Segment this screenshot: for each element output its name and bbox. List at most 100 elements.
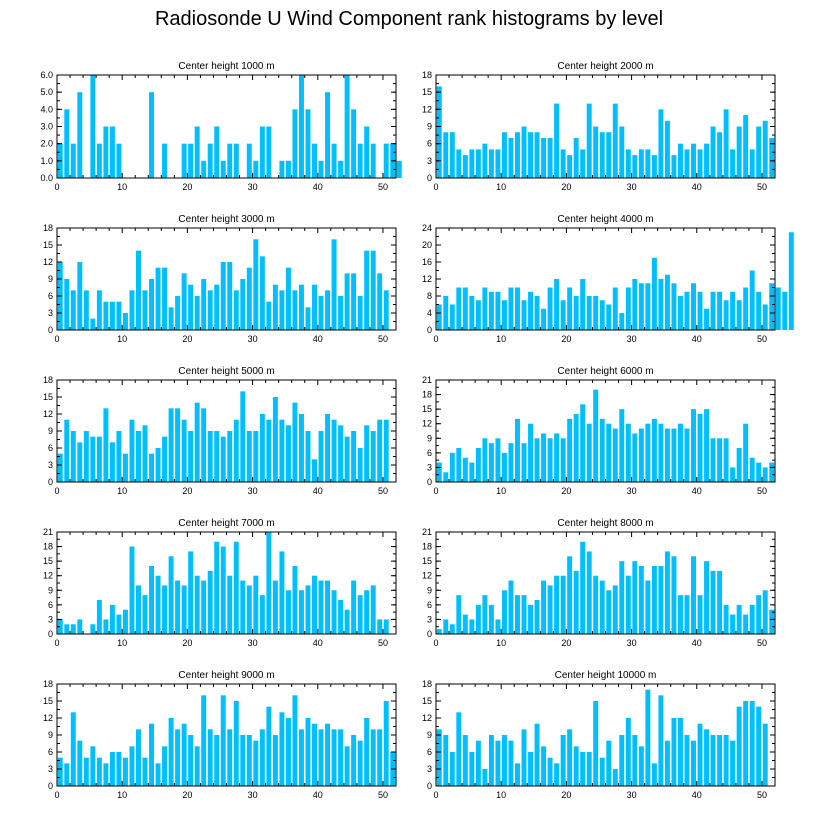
histogram-bar: [90, 746, 96, 786]
x-tick-label: 50: [757, 638, 767, 648]
histogram-bar: [501, 590, 507, 634]
histogram-bar: [142, 595, 148, 634]
histogram-bar: [756, 706, 762, 786]
y-tick-label: 0: [48, 477, 53, 487]
histogram-bar: [521, 595, 527, 634]
histogram-bar: [671, 155, 677, 178]
y-tick-label: 0.0: [40, 173, 53, 183]
histogram-bar: [325, 580, 331, 634]
y-tick-label: 3: [427, 614, 432, 624]
histogram-bar: [338, 296, 344, 330]
histogram-bar: [155, 448, 161, 482]
y-tick-label: 12: [43, 409, 53, 419]
histogram-bar: [560, 149, 566, 178]
histogram-bar: [338, 600, 344, 634]
histogram-bar: [220, 160, 226, 178]
histogram-bar: [710, 735, 716, 786]
y-tick-label: 3: [48, 764, 53, 774]
histogram-bar: [586, 296, 592, 330]
histogram-bar: [233, 290, 239, 330]
histogram-bar: [57, 757, 63, 786]
histogram-bar: [717, 438, 723, 482]
histogram-bar: [645, 283, 651, 330]
main-title: Radiosonde U Wind Component rank histogr…: [154, 8, 664, 30]
histogram-bar: [436, 304, 442, 330]
histogram-bar: [64, 763, 70, 786]
x-tick-label: 30: [248, 638, 258, 648]
histogram-bar: [632, 155, 638, 178]
y-tick-label: 15: [43, 696, 53, 706]
histogram-bar: [70, 624, 76, 634]
histogram-bar: [749, 457, 755, 482]
histogram-bar: [188, 284, 194, 330]
histogram-bar: [462, 614, 468, 634]
histogram-bar: [240, 735, 246, 786]
histogram-bar: [188, 431, 194, 482]
histogram-bar: [664, 120, 670, 178]
histogram-bar: [377, 619, 383, 634]
histogram-bar: [638, 566, 644, 634]
histogram-bar: [638, 428, 644, 482]
histogram-bar: [749, 701, 755, 786]
histogram-bar: [599, 300, 605, 330]
histogram-bar: [743, 115, 749, 178]
y-tick-label: 6: [427, 139, 432, 149]
histogram-bar: [619, 126, 625, 178]
histogram-bar: [449, 752, 455, 786]
histogram-bar: [488, 291, 494, 330]
panel-title: Center height 1000 m: [178, 61, 274, 72]
histogram-bar: [469, 149, 475, 178]
histogram-bar: [377, 729, 383, 786]
x-tick-label: 0: [433, 638, 438, 648]
histogram-bar: [671, 718, 677, 786]
histogram-bar: [625, 423, 631, 482]
histogram-bar: [162, 436, 168, 482]
x-tick-label: 20: [561, 790, 571, 800]
histogram-bar: [285, 160, 291, 178]
histogram-bar: [541, 746, 547, 786]
histogram-bar: [279, 160, 285, 178]
y-tick-label: 3: [427, 462, 432, 472]
histogram-bar: [749, 604, 755, 634]
histogram-bar: [253, 431, 259, 482]
x-tick-label: 30: [248, 790, 258, 800]
histogram-bar: [351, 735, 357, 786]
histogram-bar: [443, 132, 449, 178]
histogram-bar: [762, 590, 768, 634]
histogram-bar: [298, 729, 304, 786]
histogram-bar: [266, 419, 272, 482]
histogram-bar: [331, 590, 337, 634]
y-tick-label: 21: [422, 527, 432, 537]
histogram-bar: [351, 580, 357, 634]
histogram-bar: [658, 695, 664, 786]
histogram-bar: [560, 575, 566, 634]
histogram-bar: [272, 397, 278, 482]
histogram-bar: [495, 291, 501, 330]
histogram-bar: [292, 109, 298, 178]
histogram-bar: [580, 279, 586, 330]
histogram-bar: [580, 404, 586, 482]
histogram-bar: [214, 541, 220, 634]
histogram-bar: [625, 718, 631, 786]
histogram-bar: [475, 149, 481, 178]
histogram-bar: [266, 301, 272, 330]
histogram-bar: [482, 143, 488, 178]
histogram-bar: [619, 313, 625, 330]
histogram-bar: [253, 160, 259, 178]
histogram-bar: [298, 590, 304, 634]
histogram-bar: [567, 287, 573, 330]
histogram-bar: [554, 433, 560, 482]
histogram-bar: [318, 160, 324, 178]
histogram-bar: [292, 566, 298, 634]
y-tick-label: 3: [427, 764, 432, 774]
histogram-bar: [469, 462, 475, 482]
histogram-bar: [285, 425, 291, 482]
histogram-bar: [528, 132, 533, 178]
histogram-bar: [194, 296, 200, 330]
histogram-bar: [240, 391, 246, 482]
histogram-bar: [109, 126, 115, 178]
histogram-bar: [233, 419, 239, 482]
histogram-panel: Center height 9000 m 0 3 6 9 12 15 18 0 10 20 30 40 5…: [43, 670, 397, 800]
histogram-bar: [312, 575, 317, 634]
